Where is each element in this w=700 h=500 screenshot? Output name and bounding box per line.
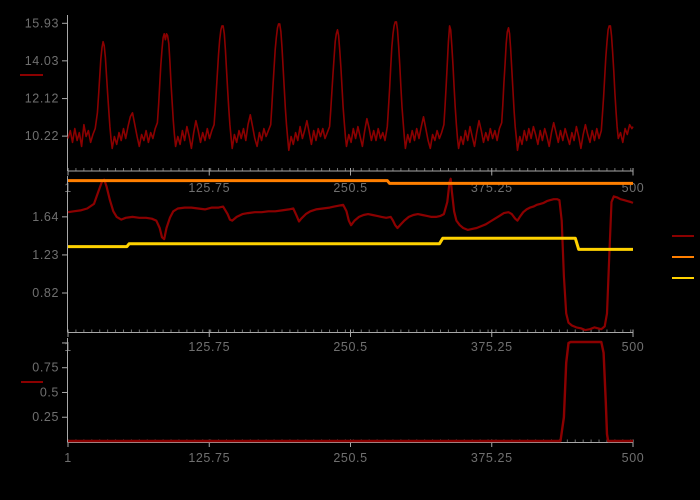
x-tick-label: 375.25 <box>471 451 513 465</box>
y-tick-label: 0.25 <box>32 410 59 424</box>
x-tick-label: 250.5 <box>333 340 367 354</box>
panel-top: 1125.75250.5375.2550010.2212.1214.0315.9… <box>20 15 644 195</box>
x-tick-label: 250.5 <box>333 181 367 195</box>
series-middle-lower-line <box>68 236 633 251</box>
x-tick-label: 125.75 <box>188 340 230 354</box>
y-tick-label: 0.75 <box>32 361 59 375</box>
x-tick-label: 500 <box>622 340 645 354</box>
y-tick-label: 0.82 <box>32 286 59 300</box>
y-tick-label: 1.64 <box>32 210 59 224</box>
y-tick-label: 14.03 <box>25 54 59 68</box>
series-middle-signal <box>67 177 634 332</box>
series-middle-upper-line <box>68 179 633 185</box>
x-tick-label: 375.25 <box>471 340 513 354</box>
x-tick-label: 125.75 <box>188 181 230 195</box>
y-tick-label: 12.12 <box>25 92 59 106</box>
y-tick-label: 0.5 <box>40 385 59 399</box>
x-tick-label: 125.75 <box>188 451 230 465</box>
y-tick-label: 15.93 <box>25 16 59 30</box>
x-tick-label: 500 <box>622 451 645 465</box>
panel-bottom: 1 125.75 250.5 375.25 500 0.25 0.5 0.75 <box>21 338 644 465</box>
x-tick-label: 250.5 <box>333 451 367 465</box>
y-tick-label: 10.22 <box>25 129 59 143</box>
x-tick-label: 1 <box>64 451 72 465</box>
y-tick-label: 1.23 <box>32 248 59 262</box>
series-bottom-signal <box>68 340 633 443</box>
series-top-signal <box>67 21 634 152</box>
